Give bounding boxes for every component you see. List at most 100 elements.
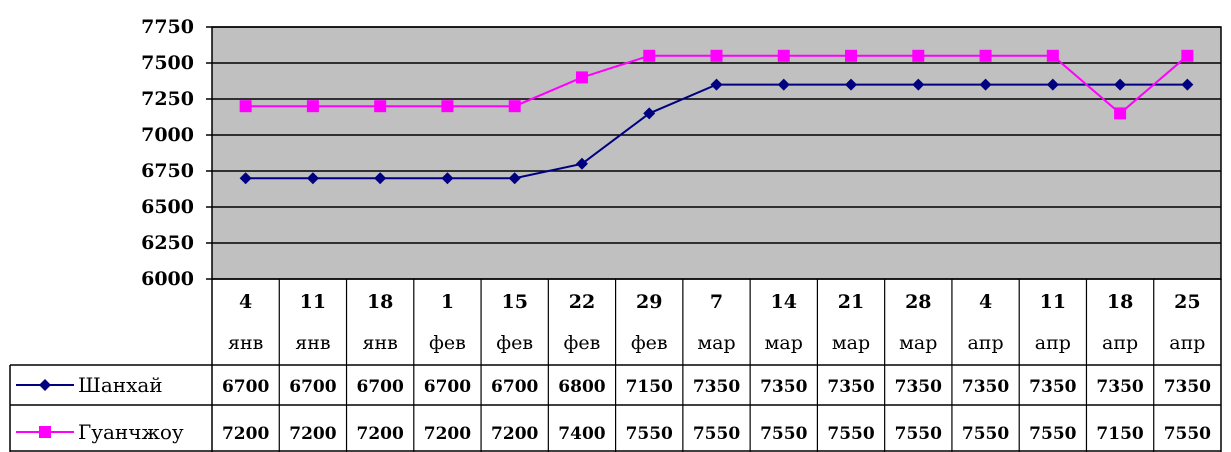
table-value-cell: 7550: [827, 424, 874, 444]
x-category-month: фев: [631, 332, 668, 354]
data-point-marker: [575, 71, 588, 84]
x-category-month: апр: [1102, 332, 1138, 354]
x-category-day: 11: [300, 291, 326, 313]
table-value-cell: 7400: [558, 424, 605, 444]
y-tick-label: 6500: [141, 196, 194, 218]
data-point-marker: [845, 49, 858, 62]
data-point-marker: [441, 100, 454, 113]
data-point-marker: [1114, 78, 1127, 91]
data-point-marker: [575, 157, 588, 170]
x-category-day: 21: [838, 291, 864, 313]
x-category-day: 7: [710, 291, 723, 313]
table-value-cell: 7200: [289, 424, 336, 444]
x-category-month: мар: [832, 332, 870, 354]
data-point-marker: [1181, 49, 1194, 62]
table-value-cell: 7200: [222, 424, 269, 444]
x-category-month: фев: [496, 332, 533, 354]
x-category-month: апр: [1169, 332, 1205, 354]
table-value-cell: 7150: [1096, 424, 1143, 444]
table-value-cell: 7550: [962, 424, 1009, 444]
data-point-marker: [979, 49, 992, 62]
table-value-cell: 7350: [1029, 377, 1076, 397]
data-point-marker: [979, 78, 992, 91]
x-category-month: янв: [362, 332, 397, 354]
data-point-marker: [912, 49, 925, 62]
table-value-cell: 7550: [626, 424, 673, 444]
y-tick-label: 7000: [141, 124, 194, 146]
x-category-day: 14: [771, 291, 797, 313]
x-category-day: 22: [569, 291, 595, 313]
data-point-marker: [1181, 78, 1194, 91]
data-point-marker: [508, 172, 521, 185]
legend-key-marker: [39, 426, 51, 438]
x-category-month: мар: [765, 332, 803, 354]
x-category-month: апр: [1035, 332, 1071, 354]
table-value-cell: 7550: [760, 424, 807, 444]
table-value-cell: 7350: [760, 377, 807, 397]
x-category-day: 1: [441, 291, 454, 313]
table-value-cell: 6700: [222, 377, 269, 397]
table-value-cell: 7350: [962, 377, 1009, 397]
table-value-cell: 7350: [693, 377, 740, 397]
x-category-day: 28: [905, 291, 931, 313]
table-value-cell: 7550: [895, 424, 942, 444]
data-point-marker: [845, 78, 858, 91]
data-point-marker: [374, 100, 387, 113]
legend-series-name: Гуанчжоу: [78, 420, 184, 444]
data-point-marker: [441, 172, 454, 185]
x-category-day: 18: [1107, 291, 1133, 313]
table-value-cell: 6800: [558, 377, 605, 397]
data-point-marker: [710, 49, 723, 62]
x-category-day: 29: [636, 291, 662, 313]
table-value-cell: 6700: [424, 377, 471, 397]
table-value-cell: 7200: [357, 424, 404, 444]
table-value-cell: 7550: [1164, 424, 1211, 444]
table-value-cell: 7350: [895, 377, 942, 397]
table-value-cell: 7550: [1029, 424, 1076, 444]
x-category-month: фев: [564, 332, 601, 354]
data-point-marker: [1046, 49, 1059, 62]
table-value-cell: 7350: [827, 377, 874, 397]
data-point-marker: [306, 172, 319, 185]
data-point-marker: [643, 49, 656, 62]
table-value-cell: 6700: [289, 377, 336, 397]
y-tick-label: 6750: [141, 160, 194, 182]
x-category-day: 25: [1174, 291, 1200, 313]
y-tick-label: 7500: [141, 52, 194, 74]
data-point-marker: [912, 78, 925, 91]
x-category-month: янв: [295, 332, 330, 354]
y-tick-label: 7250: [141, 88, 194, 110]
x-category-day: 18: [367, 291, 393, 313]
table-value-cell: 7350: [1164, 377, 1211, 397]
legend-key-marker: [39, 379, 51, 391]
legend-series-name: Шанхай: [78, 373, 163, 397]
x-category-month: фев: [429, 332, 466, 354]
x-category-day: 11: [1040, 291, 1066, 313]
x-category-month: апр: [967, 332, 1003, 354]
y-tick-label: 6000: [141, 268, 194, 290]
x-category-month: мар: [697, 332, 735, 354]
table-value-cell: 6700: [357, 377, 404, 397]
x-category-month: мар: [899, 332, 937, 354]
x-category-day: 4: [979, 291, 992, 313]
data-point-marker: [710, 78, 723, 91]
data-point-marker: [643, 107, 656, 120]
data-point-marker: [1046, 78, 1059, 91]
data-point-marker: [239, 100, 252, 113]
data-point-marker: [239, 172, 252, 185]
plot-area: [211, 26, 1222, 280]
data-point-marker: [1114, 107, 1127, 120]
data-point-marker: [374, 172, 387, 185]
table-value-cell: 6700: [491, 377, 538, 397]
data-point-marker: [777, 49, 790, 62]
table-value-cell: 7350: [1096, 377, 1143, 397]
data-point-marker: [508, 100, 521, 113]
data-point-marker: [306, 100, 319, 113]
table-value-cell: 7550: [693, 424, 740, 444]
data-point-marker: [777, 78, 790, 91]
x-category-day: 4: [239, 291, 252, 313]
x-category-day: 15: [501, 291, 527, 313]
y-tick-label: 7750: [141, 16, 194, 38]
